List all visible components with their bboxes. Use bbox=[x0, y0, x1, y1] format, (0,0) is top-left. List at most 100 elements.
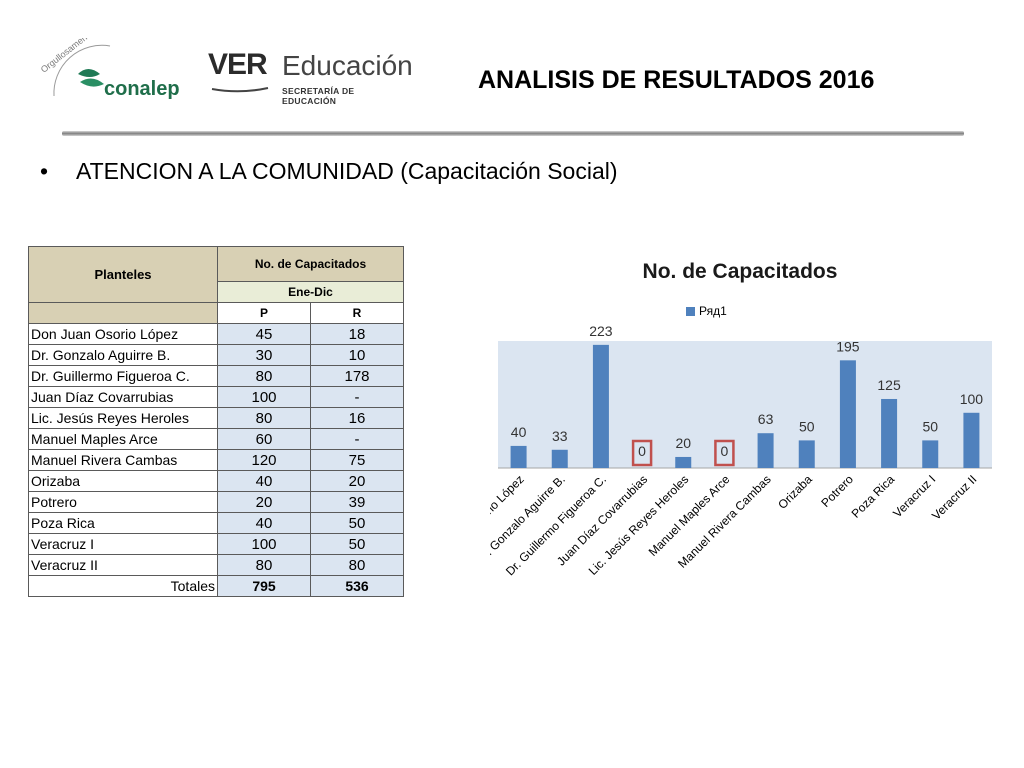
col-header-p: P bbox=[217, 302, 311, 324]
total-r: 536 bbox=[310, 575, 404, 597]
conalep-logo: Orgullosamente conalep bbox=[39, 28, 190, 108]
value-p: 45 bbox=[217, 323, 311, 345]
plantel-name: Manuel Maples Arce bbox=[28, 428, 218, 450]
value-p: 80 bbox=[217, 554, 311, 576]
table-row: Dr. Guillermo Figueroa C. 80 178 bbox=[28, 365, 404, 387]
table-row: Dr. Gonzalo Aguirre B. 30 10 bbox=[28, 344, 404, 366]
col-header-r: R bbox=[310, 302, 404, 324]
zero-highlight-box bbox=[714, 439, 735, 467]
plantel-name: Lic. Jesús Reyes Heroles bbox=[28, 407, 218, 429]
zero-highlight-box bbox=[631, 439, 653, 467]
plantel-name: Veracruz I bbox=[28, 533, 218, 555]
value-p: 100 bbox=[217, 533, 311, 555]
value-p: 40 bbox=[217, 470, 311, 492]
value-r: 50 bbox=[310, 533, 404, 555]
value-r: 10 bbox=[310, 344, 404, 366]
plantel-name: Veracruz II bbox=[28, 554, 218, 576]
data-label: 63 bbox=[758, 411, 774, 427]
legend-label: Ряд1 bbox=[699, 304, 727, 318]
bar bbox=[592, 344, 609, 468]
ver-subtitle: SECRETARÍA DE EDUCACIÓN bbox=[282, 86, 355, 106]
table-row: Juan Díaz Covarrubias 100- bbox=[28, 386, 404, 408]
total-p: 795 bbox=[217, 575, 311, 597]
plantel-name: Dr. Gonzalo Aguirre B. bbox=[28, 344, 218, 366]
category-tick-label: Poza Rica bbox=[849, 472, 898, 521]
bar bbox=[757, 433, 774, 468]
bar bbox=[839, 360, 856, 468]
value-p: 60 bbox=[217, 428, 311, 450]
table-row: Don Juan Osorio López 45 18 bbox=[28, 323, 404, 345]
bar bbox=[881, 398, 898, 468]
legend-swatch bbox=[686, 307, 695, 317]
value-r: 18 bbox=[310, 323, 404, 345]
footer-area bbox=[0, 700, 1024, 768]
table-row: Veracruz II 80 80 bbox=[28, 554, 404, 576]
plantel-name: Manuel Rivera Cambas bbox=[28, 449, 218, 471]
data-label: 50 bbox=[799, 418, 815, 434]
plot-area bbox=[498, 341, 992, 468]
ver-educacion-logo: VER Educación SECRETARÍA DE EDUCACIÓN bbox=[208, 48, 413, 106]
value-r: 75 bbox=[310, 449, 404, 471]
col-header-period: Ene-Dic bbox=[217, 281, 404, 303]
bullet-symbol: • bbox=[40, 158, 49, 184]
value-p: 20 bbox=[217, 491, 311, 513]
col-header-planteles: Planteles bbox=[28, 246, 218, 303]
value-p: 40 bbox=[217, 512, 311, 534]
totals-row: Totales 795 536 bbox=[28, 575, 404, 597]
header-spacer bbox=[28, 302, 218, 324]
bar bbox=[922, 440, 939, 468]
capacitados-table: Planteles No. de Capacitados Ene-Dic P R… bbox=[28, 246, 404, 597]
data-label: 20 bbox=[675, 435, 691, 451]
ver-education-text: Educación bbox=[282, 50, 413, 81]
table-row: Manuel Rivera Cambas 120 75 bbox=[28, 449, 404, 471]
table-row: Manuel Maples Arce 60- bbox=[28, 428, 404, 450]
value-p: 80 bbox=[217, 365, 311, 387]
plantel-name: Orizaba bbox=[28, 470, 218, 492]
bar bbox=[798, 440, 815, 468]
data-label: 125 bbox=[877, 377, 901, 393]
bar bbox=[551, 449, 568, 468]
col-header-capacitados: No. de Capacitados bbox=[217, 246, 404, 282]
value-r: 80 bbox=[310, 554, 404, 576]
data-label: 33 bbox=[552, 428, 568, 444]
chart-legend: Ряд1 bbox=[686, 304, 727, 318]
table-row: Poza Rica 40 50 bbox=[28, 512, 404, 534]
value-p: 30 bbox=[217, 344, 311, 366]
value-p: 100 bbox=[217, 386, 311, 408]
table-row: Veracruz I 100 50 bbox=[28, 533, 404, 555]
value-r: - bbox=[310, 428, 404, 450]
value-r: 39 bbox=[310, 491, 404, 513]
chart-title: No. de Capacitados bbox=[642, 260, 838, 283]
bar bbox=[510, 445, 527, 468]
data-label: 50 bbox=[922, 418, 938, 434]
value-p: 80 bbox=[217, 407, 311, 429]
bar bbox=[675, 456, 692, 468]
value-p: 120 bbox=[217, 449, 311, 471]
totals-label: Totales bbox=[28, 575, 218, 597]
category-tick-label: Potrero bbox=[818, 472, 856, 510]
category-tick-label: Orizaba bbox=[775, 472, 815, 512]
data-label: 40 bbox=[511, 424, 527, 440]
header-divider bbox=[62, 131, 964, 136]
page-title: ANALISIS DE RESULTADOS 2016 bbox=[478, 66, 875, 94]
data-label: 100 bbox=[960, 391, 984, 407]
plantel-name: Dr. Guillermo Figueroa C. bbox=[28, 365, 218, 387]
category-tick-label: Veracruz II bbox=[929, 472, 979, 522]
data-label: 195 bbox=[836, 338, 860, 354]
value-r: 50 bbox=[310, 512, 404, 534]
plantel-name: Juan Díaz Covarrubias bbox=[28, 386, 218, 408]
plantel-name: Don Juan Osorio López bbox=[28, 323, 218, 345]
plantel-name: Potrero bbox=[28, 491, 218, 513]
table-row: Orizaba 40 20 bbox=[28, 470, 404, 492]
bullet-item: • ATENCION A LA COMUNIDAD (Capacitación S… bbox=[40, 158, 618, 185]
data-label: 223 bbox=[589, 323, 613, 339]
bullet-text: ATENCION A LA COMUNIDAD (Capacitación So… bbox=[76, 158, 618, 184]
table-row: Lic. Jesús Reyes Heroles 80 16 bbox=[28, 407, 404, 429]
data-label: 0 bbox=[721, 443, 729, 459]
value-r: 16 bbox=[310, 407, 404, 429]
value-r: 20 bbox=[310, 470, 404, 492]
plantel-name: Poza Rica bbox=[28, 512, 218, 534]
conalep-wordmark: conalep bbox=[104, 78, 180, 100]
